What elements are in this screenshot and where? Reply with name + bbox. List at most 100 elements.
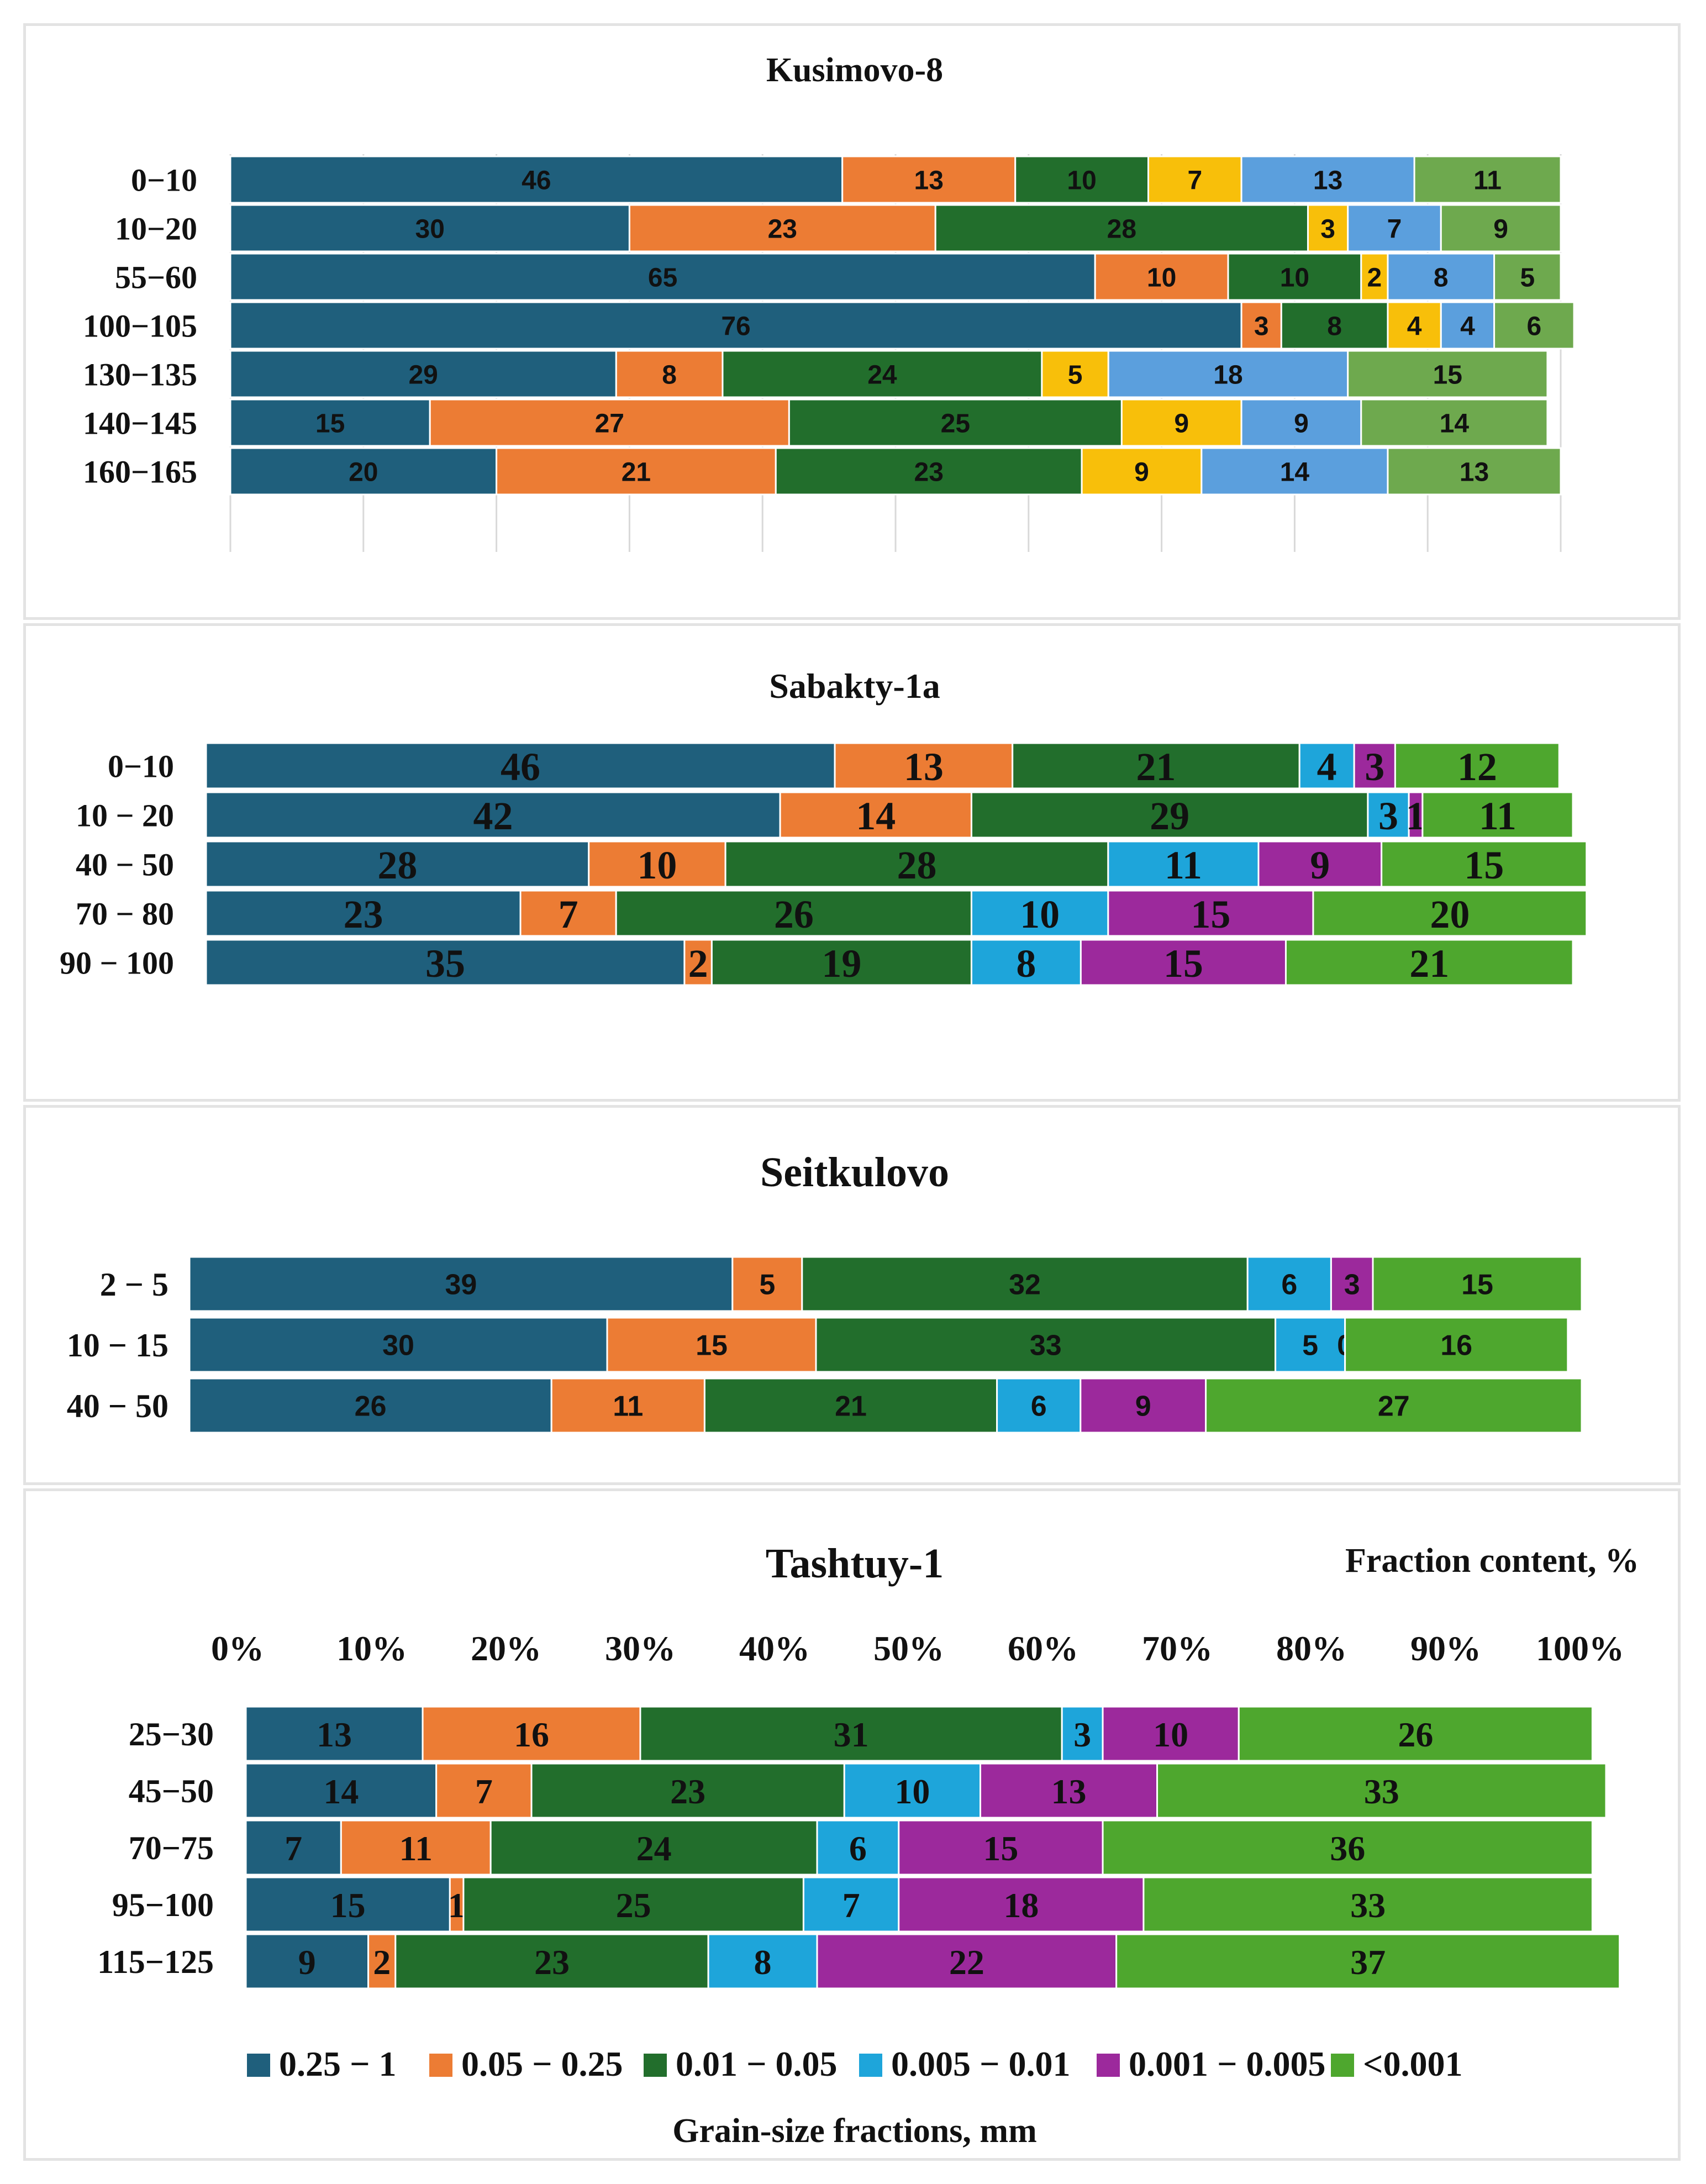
data-label: 10 [1020,892,1060,936]
data-label: 31 [834,1715,869,1754]
data-label: 1 [448,1886,466,1925]
legend-label: 0.05 − 0.25 [461,2044,623,2083]
data-label: 19 [822,941,861,986]
bar-segment [639,1706,1063,1762]
bar-segment [429,398,790,447]
x-tick-label: 60% [1008,1629,1078,1668]
bar-segment [1094,252,1229,301]
bar-segment [245,1762,438,1819]
x-tick-label: 40% [739,1629,810,1668]
bar-segment [970,939,1082,986]
bar-segment [683,939,713,986]
bar-segment [519,890,617,937]
data-label: 4 [1317,745,1337,789]
data-label: 7 [1387,214,1402,244]
data-label: 46 [522,166,551,195]
data-label: 21 [1136,745,1176,789]
bar-segment [1408,791,1424,839]
data-label: 13 [914,166,944,195]
row-label: 70 − 80 [76,896,174,932]
row-label: 45−50 [129,1773,214,1809]
bar-segment [615,890,972,937]
bar-segment [1238,1706,1593,1762]
data-label: 5 [759,1269,775,1301]
data-label: 6 [849,1829,867,1868]
bar-segment [722,350,1043,398]
data-label: 5 [1302,1330,1318,1362]
bar-segment [1421,791,1574,839]
legend-swatch [1097,2054,1120,2077]
data-label: 76 [721,312,750,341]
data-label: 9 [1134,457,1149,487]
data-label: 13 [317,1715,352,1754]
data-label: 11 [613,1391,643,1423]
data-label: 10 [894,1772,930,1811]
data-label: 15 [696,1330,728,1362]
data-label: 10 [637,843,677,887]
bar-segment [779,791,972,839]
bar-segment [979,1762,1159,1819]
data-label: 29 [408,360,438,390]
data-label: 6 [1281,1269,1297,1301]
data-label: 13 [1313,166,1342,195]
bar-segment [588,840,726,888]
bar-segment [1330,1256,1374,1312]
data-label: 39 [445,1269,477,1301]
data-label: 23 [670,1772,705,1811]
data-label: 36 [1330,1829,1365,1868]
bar-segment [1107,350,1349,398]
bar-segment [1367,791,1410,839]
x-tick-label: 100% [1536,1629,1624,1668]
bar-segment [1102,1706,1240,1762]
data-label: 11 [1473,166,1502,195]
data-label: 30 [382,1330,414,1362]
bar-segment [496,447,777,496]
bar-segment [606,1317,817,1373]
data-label: 21 [1409,941,1449,986]
bar-segment [1107,890,1314,937]
legend-label: <0.001 [1363,2044,1462,2083]
bar-segment [1081,447,1203,496]
panel-tashtuy: Tashtuy-1 Fraction content, % 0% 10% 20% 30% 4… [23,1488,1681,2161]
row-label: 10 − 20 [76,797,174,833]
bar-segment [530,1762,845,1819]
bar-segment [834,742,1014,790]
x-tick-label: 80% [1276,1629,1347,1668]
bar-segment [1080,1377,1207,1434]
data-label: 30 [415,214,445,244]
data-label: 65 [648,263,677,292]
bar-segment [1493,252,1562,301]
data-label: 13 [904,745,944,789]
data-label: 23 [344,892,383,936]
bar-segment [229,204,630,252]
data-label: 7 [1187,166,1202,195]
bar-segment [801,1256,1249,1312]
data-label: 15 [1433,360,1462,390]
bar-segment [1347,204,1442,252]
data-label: 8 [1016,941,1036,986]
bar-segment [775,447,1083,496]
bar-segment [1205,1377,1583,1434]
bar-segment [229,447,498,496]
bar-segment [1298,742,1355,790]
bar-segment [1344,1317,1569,1373]
data-label: 21 [622,457,651,487]
data-label: 2 [688,941,708,986]
data-label: 10 [1067,166,1096,195]
legend-title: Grain-size fractions, mm [672,2112,1036,2150]
x-tick-label: 20% [471,1629,541,1668]
bar-segment [489,1819,818,1876]
data-label: 3 [1254,312,1269,341]
bar-segment [1227,252,1362,301]
row-label: 2 − 5 [100,1266,169,1303]
data-label: 13 [1051,1772,1087,1811]
data-label: 8 [1327,312,1342,341]
row-label: 55−60 [115,259,197,295]
row-label: 160−165 [83,454,197,490]
data-label: 10 [1147,263,1176,292]
data-label: 11 [399,1829,433,1868]
data-label: 3 [1365,745,1384,789]
data-label: 7 [285,1829,302,1868]
data-label: 6 [1526,312,1541,341]
